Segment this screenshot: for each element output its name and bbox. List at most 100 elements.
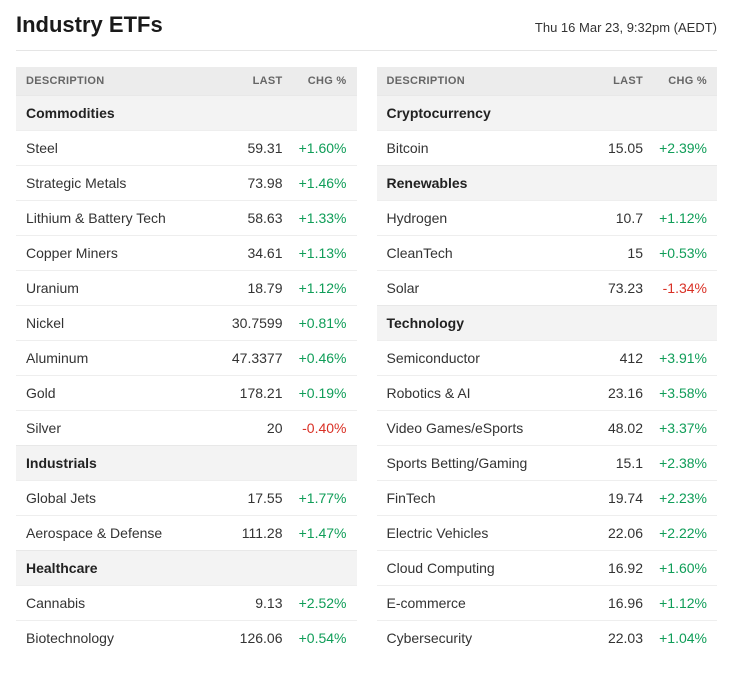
cell-last: 48.02 — [573, 420, 643, 436]
cell-last: 9.13 — [213, 595, 283, 611]
cell-last: 126.06 — [213, 630, 283, 646]
cell-description: Cannabis — [26, 595, 213, 611]
cell-description: Nickel — [26, 315, 213, 331]
page-title: Industry ETFs — [16, 12, 163, 38]
table-row[interactable]: Hydrogen10.7+1.12% — [377, 200, 718, 235]
right-column: DESCRIPTION LAST CHG % CryptocurrencyBit… — [377, 67, 718, 655]
table-row[interactable]: Sports Betting/Gaming15.1+2.38% — [377, 445, 718, 480]
cell-last: 30.7599 — [213, 315, 283, 331]
table-row[interactable]: E-commerce16.96+1.12% — [377, 585, 718, 620]
cell-description: Global Jets — [26, 490, 213, 506]
column-header: DESCRIPTION LAST CHG % — [377, 67, 718, 95]
th-chg: CHG % — [283, 75, 347, 87]
table-row[interactable]: Steel59.31+1.60% — [16, 130, 357, 165]
etf-columns: DESCRIPTION LAST CHG % CommoditiesSteel5… — [16, 67, 717, 655]
table-row[interactable]: Aerospace & Defense111.28+1.47% — [16, 515, 357, 550]
cell-chg: -1.34% — [643, 280, 707, 296]
table-row[interactable]: Aluminum47.3377+0.46% — [16, 340, 357, 375]
cell-chg: +1.60% — [643, 560, 707, 576]
cell-last: 59.31 — [213, 140, 283, 156]
cell-chg: +1.13% — [283, 245, 347, 261]
cell-description: Biotechnology — [26, 630, 213, 646]
cell-chg: +1.33% — [283, 210, 347, 226]
cell-description: E-commerce — [387, 595, 574, 611]
table-row[interactable]: Gold178.21+0.19% — [16, 375, 357, 410]
cell-last: 16.96 — [573, 595, 643, 611]
cell-chg: +2.22% — [643, 525, 707, 541]
table-row[interactable]: Robotics & AI23.16+3.58% — [377, 375, 718, 410]
timestamp: Thu 16 Mar 23, 9:32pm (AEDT) — [535, 20, 717, 35]
table-row[interactable]: Semiconductor412+3.91% — [377, 340, 718, 375]
cell-last: 178.21 — [213, 385, 283, 401]
page-header: Industry ETFs Thu 16 Mar 23, 9:32pm (AED… — [16, 12, 717, 51]
cell-last: 17.55 — [213, 490, 283, 506]
cell-description: Robotics & AI — [387, 385, 574, 401]
table-row[interactable]: Solar73.23-1.34% — [377, 270, 718, 305]
cell-description: Sports Betting/Gaming — [387, 455, 574, 471]
cell-chg: +3.58% — [643, 385, 707, 401]
cell-chg: +1.47% — [283, 525, 347, 541]
cell-chg: +0.19% — [283, 385, 347, 401]
cell-chg: +1.12% — [643, 210, 707, 226]
cell-last: 10.7 — [573, 210, 643, 226]
cell-chg: +3.37% — [643, 420, 707, 436]
cell-chg: +0.54% — [283, 630, 347, 646]
cell-chg: +2.52% — [283, 595, 347, 611]
cell-description: Silver — [26, 420, 213, 436]
table-row[interactable]: Biotechnology126.06+0.54% — [16, 620, 357, 655]
cell-description: Strategic Metals — [26, 175, 213, 191]
cell-chg: +2.38% — [643, 455, 707, 471]
table-row[interactable]: Bitcoin15.05+2.39% — [377, 130, 718, 165]
cell-description: Electric Vehicles — [387, 525, 574, 541]
th-description: DESCRIPTION — [387, 75, 574, 87]
cell-last: 15 — [573, 245, 643, 261]
th-description: DESCRIPTION — [26, 75, 213, 87]
table-row[interactable]: Cybersecurity22.03+1.04% — [377, 620, 718, 655]
cell-description: Bitcoin — [387, 140, 574, 156]
table-row[interactable]: Cloud Computing16.92+1.60% — [377, 550, 718, 585]
section-header: Cryptocurrency — [377, 95, 718, 130]
section-header: Renewables — [377, 165, 718, 200]
table-row[interactable]: Video Games/eSports48.02+3.37% — [377, 410, 718, 445]
cell-last: 412 — [573, 350, 643, 366]
cell-last: 15.1 — [573, 455, 643, 471]
th-chg: CHG % — [643, 75, 707, 87]
section-header: Commodities — [16, 95, 357, 130]
table-row[interactable]: Strategic Metals73.98+1.46% — [16, 165, 357, 200]
cell-description: Aerospace & Defense — [26, 525, 213, 541]
cell-chg: +0.81% — [283, 315, 347, 331]
table-row[interactable]: Global Jets17.55+1.77% — [16, 480, 357, 515]
th-last: LAST — [573, 75, 643, 87]
th-last: LAST — [213, 75, 283, 87]
cell-last: 34.61 — [213, 245, 283, 261]
table-row[interactable]: FinTech19.74+2.23% — [377, 480, 718, 515]
table-row[interactable]: Nickel30.7599+0.81% — [16, 305, 357, 340]
cell-last: 20 — [213, 420, 283, 436]
table-row[interactable]: CleanTech15+0.53% — [377, 235, 718, 270]
cell-description: Cybersecurity — [387, 630, 574, 646]
table-row[interactable]: Electric Vehicles22.06+2.22% — [377, 515, 718, 550]
cell-description: Gold — [26, 385, 213, 401]
cell-last: 15.05 — [573, 140, 643, 156]
cell-description: Aluminum — [26, 350, 213, 366]
right-body: CryptocurrencyBitcoin15.05+2.39%Renewabl… — [377, 95, 718, 655]
cell-last: 111.28 — [213, 525, 283, 541]
table-row[interactable]: Cannabis9.13+2.52% — [16, 585, 357, 620]
cell-chg: +1.12% — [283, 280, 347, 296]
cell-chg: +2.39% — [643, 140, 707, 156]
table-row[interactable]: Lithium & Battery Tech58.63+1.33% — [16, 200, 357, 235]
table-row[interactable]: Silver20-0.40% — [16, 410, 357, 445]
cell-description: Solar — [387, 280, 574, 296]
cell-last: 22.03 — [573, 630, 643, 646]
cell-last: 22.06 — [573, 525, 643, 541]
cell-description: Steel — [26, 140, 213, 156]
cell-chg: +1.46% — [283, 175, 347, 191]
cell-chg: -0.40% — [283, 420, 347, 436]
cell-last: 58.63 — [213, 210, 283, 226]
cell-chg: +1.12% — [643, 595, 707, 611]
table-row[interactable]: Copper Miners34.61+1.13% — [16, 235, 357, 270]
cell-chg: +3.91% — [643, 350, 707, 366]
table-row[interactable]: Uranium18.79+1.12% — [16, 270, 357, 305]
cell-chg: +2.23% — [643, 490, 707, 506]
cell-last: 19.74 — [573, 490, 643, 506]
